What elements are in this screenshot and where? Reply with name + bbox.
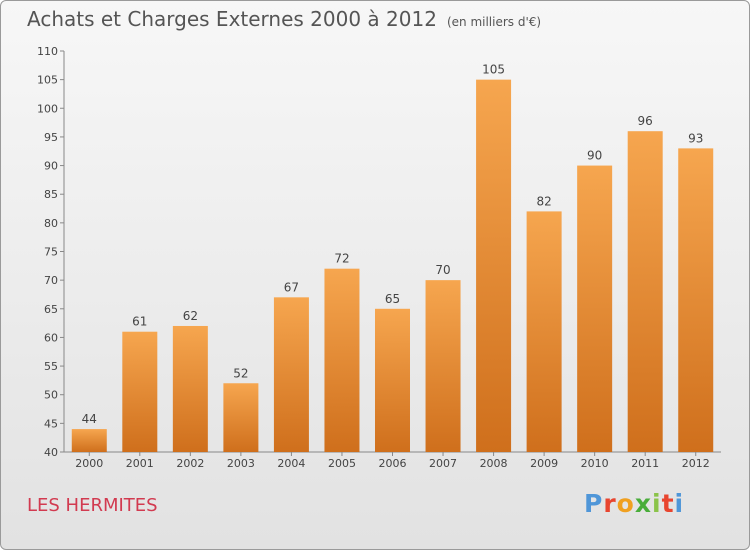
y-tick-label: 105 [37, 74, 58, 87]
logo-letter: i [674, 489, 685, 518]
x-tick-label: 2003 [227, 457, 255, 470]
x-tick-label: 2010 [581, 457, 609, 470]
x-tick-label: 2001 [126, 457, 154, 470]
bar-2006 [375, 308, 410, 452]
x-tick-label: 2004 [277, 457, 305, 470]
x-tick-label: 2007 [429, 457, 457, 470]
bar-value-label: 65 [385, 292, 400, 306]
y-tick-label: 65 [44, 303, 58, 316]
bar-value-label: 93 [688, 131, 703, 145]
y-tick-label: 90 [44, 160, 58, 173]
logo-letter: t [661, 489, 675, 518]
y-tick-label: 45 [44, 417, 58, 430]
bar-2009 [526, 211, 562, 452]
y-tick-label: 40 [44, 446, 58, 459]
x-tick-label: 2009 [530, 457, 558, 470]
y-tick-label: 95 [44, 131, 58, 144]
bar-2002 [172, 325, 208, 452]
x-tick-label: 2005 [328, 457, 356, 470]
bar-2005 [324, 268, 360, 452]
bar-2000 [71, 429, 107, 452]
x-tick-label: 2011 [631, 457, 659, 470]
logo-letter: x [634, 489, 652, 518]
chart-axes: 40 45 50 55 60 65 70 75 80 85 90 95 100 105 110 2000 200… [37, 45, 721, 470]
x-tick-label: 2008 [480, 457, 508, 470]
y-tick-label: 55 [44, 360, 58, 373]
y-tick-label: 85 [44, 188, 58, 201]
y-tick-label: 50 [44, 389, 58, 402]
bar-value-label: 44 [82, 412, 97, 426]
y-tick-label: 110 [37, 45, 58, 58]
y-tick-label: 100 [37, 102, 58, 115]
bar-value-label: 52 [233, 366, 248, 380]
chart-title-text: Achats et Charges Externes 2000 à 2012 [27, 7, 437, 31]
y-tick-label: 80 [44, 217, 58, 230]
y-tick-label: 60 [44, 331, 58, 344]
logo-letter: o [616, 489, 635, 518]
x-tick-label: 2012 [682, 457, 710, 470]
bar-value-label: 82 [536, 194, 551, 208]
bar-2003 [223, 383, 259, 452]
bar-value-label: 67 [284, 280, 299, 294]
bar-value-label: 62 [183, 309, 198, 323]
logo-letter: i [652, 489, 662, 518]
chart-title: Achats et Charges Externes 2000 à 2012 (e… [27, 7, 541, 31]
logo-letter: P [584, 489, 604, 518]
bar-value-label: 70 [435, 263, 450, 277]
bar-value-label: 90 [587, 149, 602, 163]
chart-subtitle: (en milliers d'€) [446, 15, 542, 29]
x-tick-label: 2006 [379, 457, 407, 470]
bar-2012 [678, 148, 714, 452]
bar-2007 [425, 280, 461, 452]
bar-value-label: 105 [482, 63, 505, 77]
bar-2010 [577, 165, 613, 453]
x-tick-label: 2000 [75, 457, 103, 470]
bar-value-label: 96 [638, 114, 653, 128]
bar-2001 [122, 331, 158, 452]
y-tick-label: 70 [44, 274, 58, 287]
logo-letter: r [603, 489, 617, 518]
place-name: LES HERMITES [27, 495, 158, 516]
bar-value-label: 61 [132, 315, 147, 329]
bar-2008 [476, 79, 512, 453]
y-tick-label: 75 [44, 246, 58, 259]
chart-bars: 44 61 62 52 67 72 65 70 105 82 90 96 93 [71, 63, 714, 453]
proxiti-logo: Proxiti [584, 489, 684, 518]
bar-2011 [627, 131, 663, 452]
x-tick-label: 2002 [176, 457, 204, 470]
bar-2004 [273, 297, 309, 452]
bar-value-label: 72 [334, 252, 349, 266]
